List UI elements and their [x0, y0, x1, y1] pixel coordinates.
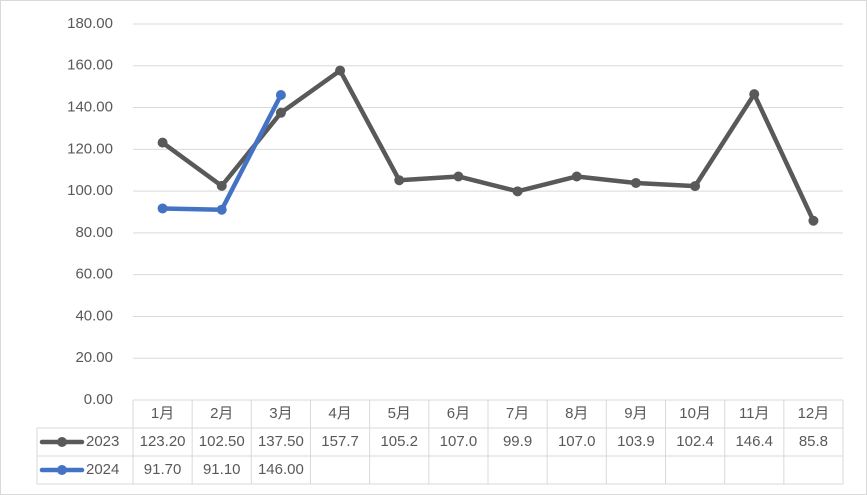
legend-label: 2023 — [86, 433, 119, 450]
y-tick-label: 160.00 — [67, 57, 113, 74]
table-value: 137.50 — [258, 433, 304, 450]
x-tick-label: 8月 — [565, 405, 588, 422]
y-tick-label: 180.00 — [67, 15, 113, 32]
x-tick-label: 4月 — [328, 405, 351, 422]
table-value: 99.9 — [503, 433, 532, 450]
x-tick-label: 6月 — [447, 405, 470, 422]
table-value: 91.10 — [203, 461, 241, 478]
table-value: 85.8 — [799, 433, 828, 450]
x-tick-label: 11月 — [739, 405, 770, 422]
series-marker — [808, 215, 819, 226]
series-marker — [690, 181, 701, 192]
series-marker — [749, 89, 760, 100]
x-tick-label: 2月 — [210, 405, 233, 422]
table-value: 107.0 — [558, 433, 596, 450]
table-value: 102.4 — [676, 433, 714, 450]
legend-label: 2024 — [86, 461, 119, 478]
table-value: 146.00 — [258, 461, 304, 478]
x-tick-label: 9月 — [624, 405, 647, 422]
table-value: 91.70 — [144, 461, 182, 478]
y-tick-label: 40.00 — [75, 307, 113, 324]
series-marker — [630, 177, 641, 188]
y-tick-label: 60.00 — [75, 266, 113, 283]
y-tick-label: 80.00 — [75, 224, 113, 241]
y-tick-label: 20.00 — [75, 349, 113, 366]
table-value: 123.20 — [140, 433, 186, 450]
table-value: 146.4 — [735, 433, 773, 450]
table-value: 102.50 — [199, 433, 245, 450]
series-marker — [157, 203, 168, 214]
x-tick-label: 10月 — [679, 405, 711, 422]
y-tick-label: 0.00 — [84, 391, 113, 408]
series-marker — [216, 180, 227, 191]
x-tick-label: 7月 — [506, 405, 529, 422]
y-tick-label: 100.00 — [67, 182, 113, 199]
series-marker — [216, 204, 227, 215]
table-value: 157.7 — [321, 433, 359, 450]
series-marker — [335, 65, 346, 76]
x-tick-label: 5月 — [388, 405, 411, 422]
series-marker — [157, 137, 168, 148]
series-marker — [512, 186, 523, 197]
legend-key-marker — [57, 465, 67, 475]
y-tick-label: 140.00 — [67, 99, 113, 116]
series-line — [160, 68, 816, 224]
legend-key-marker — [57, 437, 67, 447]
x-tick-label: 1月 — [151, 405, 174, 422]
series-marker — [394, 175, 405, 186]
x-tick-label: 12月 — [798, 405, 830, 422]
table-value: 103.9 — [617, 433, 655, 450]
x-tick-label: 3月 — [269, 405, 292, 422]
series-marker — [571, 171, 582, 182]
series-marker — [275, 107, 286, 118]
y-tick-label: 120.00 — [67, 140, 113, 157]
table-value: 105.2 — [380, 433, 418, 450]
series-marker — [275, 90, 286, 101]
table-value: 107.0 — [440, 433, 478, 450]
series-marker — [453, 171, 464, 182]
